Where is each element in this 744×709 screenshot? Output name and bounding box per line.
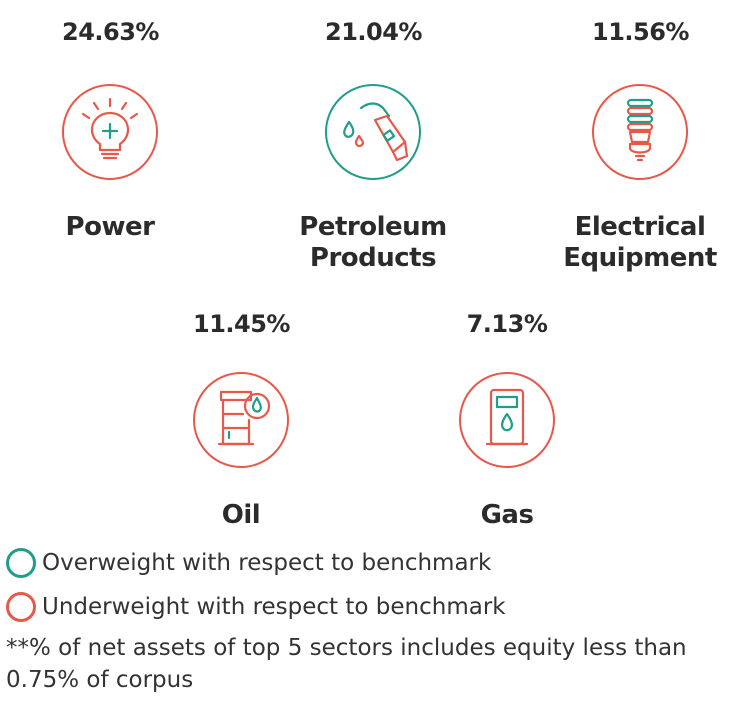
legend-overweight-label: Overweight with respect to benchmark	[42, 550, 492, 576]
overweight-circle-icon	[6, 548, 36, 578]
sector-name: Electrical Equipment	[563, 212, 717, 273]
sector-power: 24.63% Power	[62, 18, 159, 248]
sector-oil: 11.45% Oil	[193, 310, 290, 540]
oil-barrel-icon	[217, 390, 271, 446]
lightbulb-plus-icon	[81, 97, 139, 160]
legend-underweight: Underweight with respect to benchmark	[6, 592, 506, 622]
sector-name: Oil	[221, 500, 261, 530]
overweight-ring	[325, 84, 421, 180]
sector-petroleum-products: 21.04% Petroleum Products	[299, 18, 447, 278]
cfl-bulb-icon	[626, 98, 654, 162]
sector-name: Gas	[480, 500, 534, 530]
sector-percent: 7.13%	[466, 310, 548, 338]
underweight-circle-icon	[6, 592, 36, 622]
legend-underweight-label: Underweight with respect to benchmark	[42, 594, 506, 620]
sector-percent: 11.45%	[193, 310, 290, 338]
sector-gas: 7.13% Gas	[459, 310, 555, 540]
sector-electrical-equipment: 11.56% Electrical Equipment	[563, 18, 717, 278]
sector-percent: 21.04%	[325, 18, 422, 46]
underweight-ring	[459, 372, 555, 468]
footnote: **% of net assets of top 5 sectors inclu…	[6, 635, 687, 693]
sector-name: Petroleum Products	[299, 212, 447, 273]
underweight-ring	[592, 84, 688, 180]
sector-percent: 24.63%	[62, 18, 159, 46]
gas-pump-icon	[485, 388, 529, 446]
sector-name: Power	[65, 212, 155, 242]
underweight-ring	[62, 84, 158, 180]
fuel-nozzle-icon	[343, 102, 409, 162]
sector-percent: 11.56%	[592, 18, 689, 46]
legend-overweight: Overweight with respect to benchmark	[6, 548, 491, 578]
underweight-ring	[193, 372, 289, 468]
